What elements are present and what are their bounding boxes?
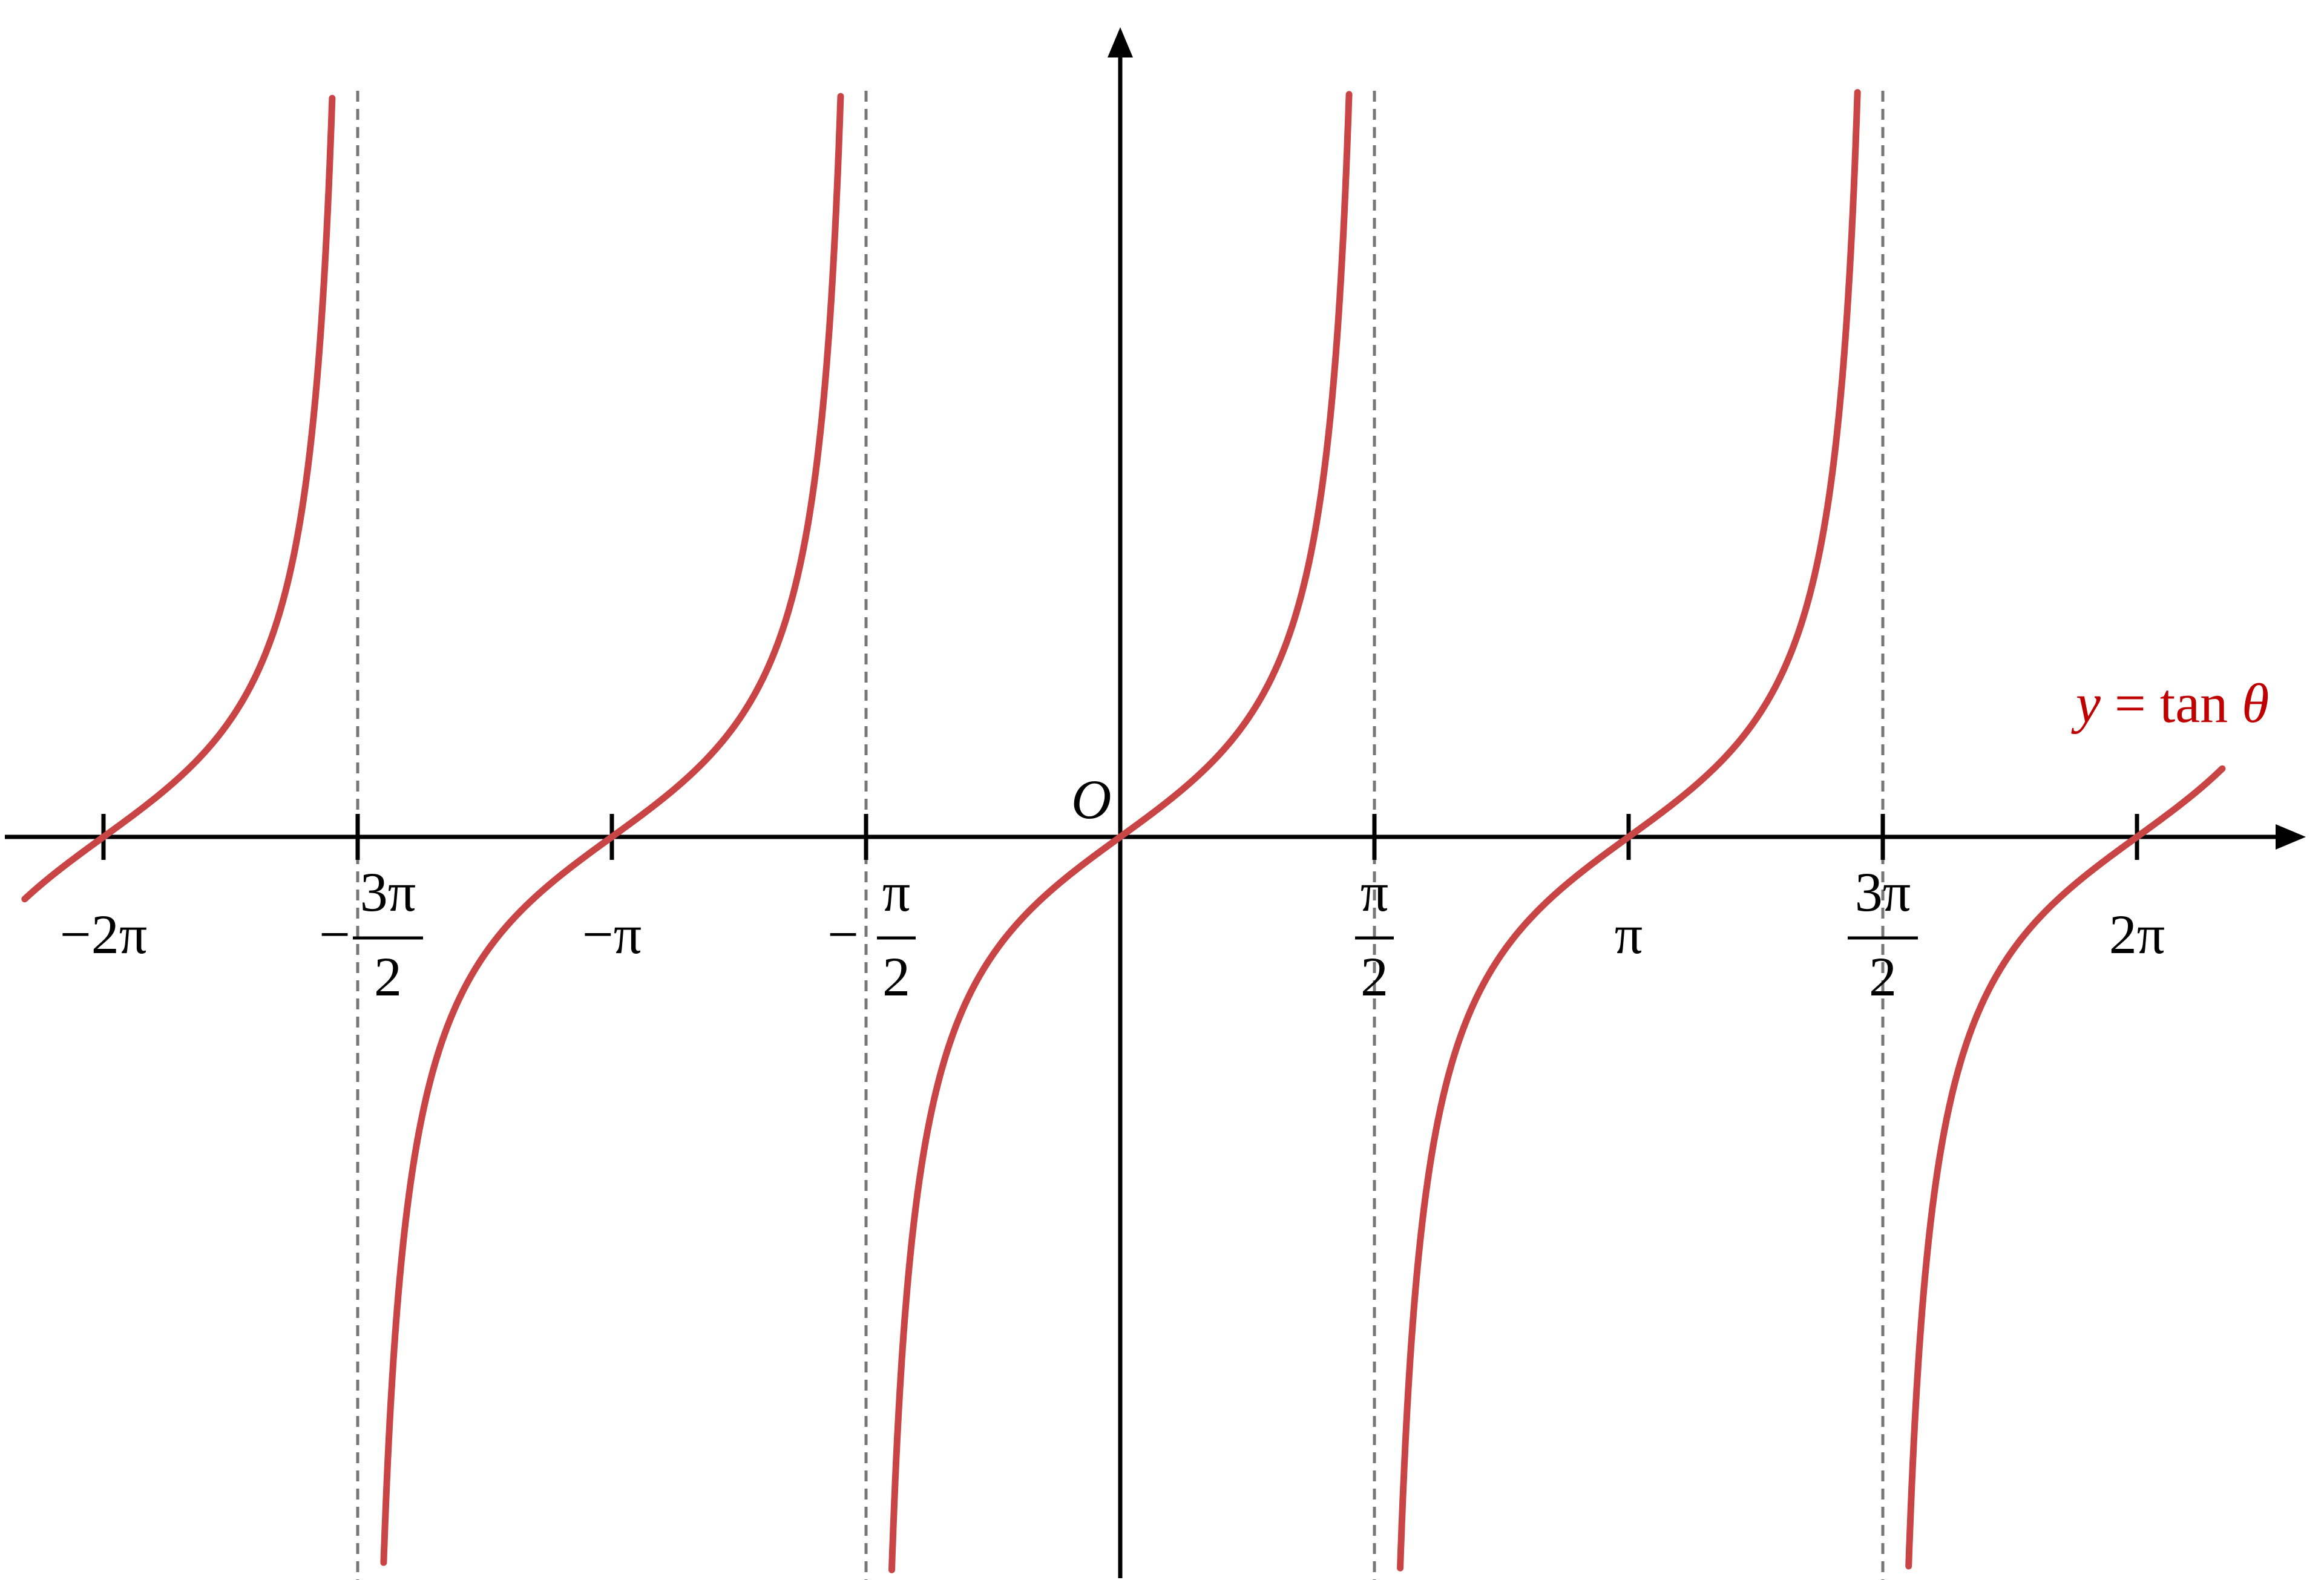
x-tick-label-sign: − — [319, 903, 350, 965]
curve-label-y: y — [2071, 672, 2101, 734]
curve-label-fn: tan — [2160, 672, 2242, 734]
tan-branch — [380, 93, 844, 1566]
x-tick-label: 2π — [2109, 903, 2165, 965]
tan-branch — [888, 91, 1353, 1573]
x-tick-label-numerator: 3π — [360, 861, 416, 923]
x-tick-label-denominator: 2 — [882, 946, 910, 1008]
y-axis-arrow-icon — [1108, 27, 1133, 57]
curve-label-eq: = — [2101, 672, 2160, 734]
x-tick-label-denominator: 2 — [1869, 946, 1897, 1008]
curve-label: y = tan θ — [2071, 672, 2269, 734]
x-tick-label-denominator: 2 — [374, 946, 402, 1008]
curve-label-var: θ — [2242, 672, 2269, 734]
x-tick-label-numerator: π — [1361, 861, 1388, 923]
tan-curves — [21, 89, 2226, 1573]
origin-label: O — [1071, 769, 1111, 830]
tan-branch — [1397, 89, 1861, 1572]
x-tick-label-sign: − — [827, 903, 859, 965]
tan-branch — [1905, 765, 2226, 1570]
tan-branch — [21, 94, 336, 903]
x-tick-label: −2π — [60, 903, 147, 965]
x-tick-label: π — [1615, 903, 1643, 965]
x-tick-label-numerator: π — [882, 861, 910, 923]
x-tick-label-denominator: 2 — [1361, 946, 1388, 1008]
x-tick-label-numerator: 3π — [1855, 861, 1911, 923]
x-tick-label: −π — [582, 903, 642, 965]
x-axis-arrow-icon — [2276, 824, 2306, 850]
